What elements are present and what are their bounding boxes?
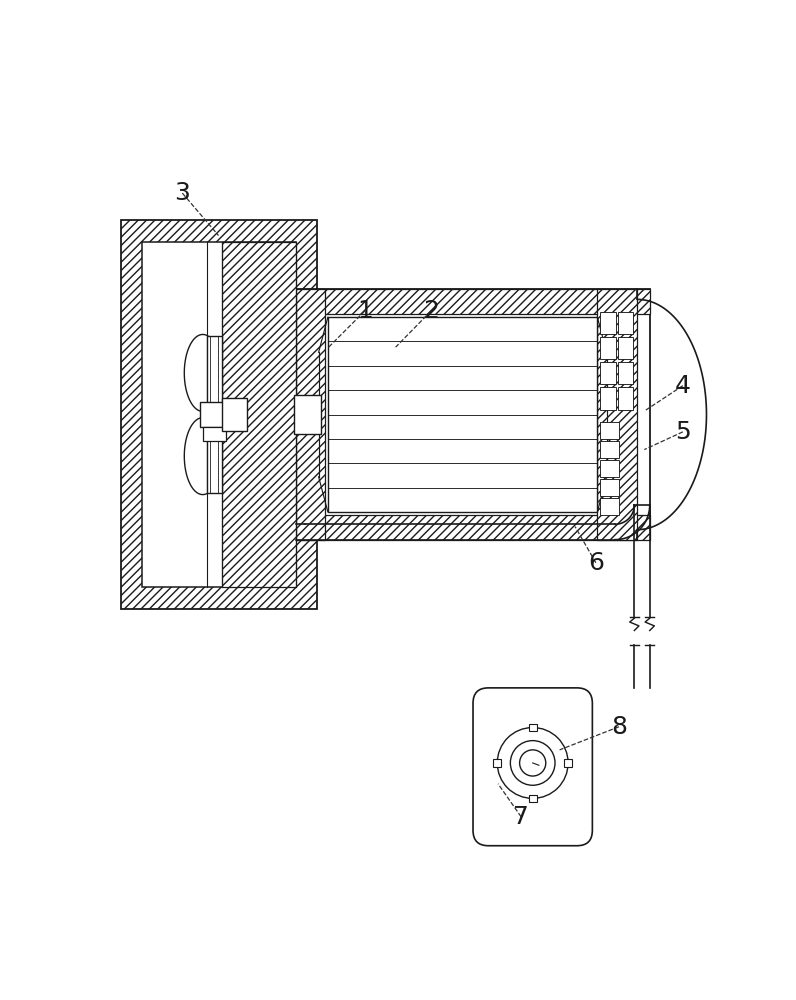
Bar bbox=[294, 395, 321, 434]
Bar bbox=[295, 289, 650, 314]
Text: 8: 8 bbox=[611, 715, 627, 739]
Text: 1: 1 bbox=[357, 299, 373, 323]
Bar bbox=[222, 398, 247, 431]
Bar bbox=[600, 422, 619, 439]
FancyBboxPatch shape bbox=[473, 688, 592, 846]
Text: 2: 2 bbox=[423, 299, 439, 323]
Circle shape bbox=[520, 750, 546, 776]
Bar bbox=[597, 289, 638, 540]
Bar bbox=[618, 362, 633, 384]
Bar bbox=[618, 337, 633, 359]
Bar bbox=[600, 479, 619, 496]
Circle shape bbox=[498, 728, 568, 798]
Bar bbox=[600, 498, 619, 515]
Bar bbox=[600, 387, 615, 410]
Circle shape bbox=[510, 741, 555, 785]
Bar bbox=[600, 441, 619, 458]
Bar bbox=[142, 242, 295, 587]
Bar bbox=[200, 402, 229, 427]
Bar bbox=[207, 336, 222, 493]
Text: 7: 7 bbox=[513, 805, 529, 829]
Bar bbox=[203, 427, 226, 441]
Bar bbox=[529, 795, 537, 802]
Bar bbox=[564, 759, 572, 767]
Bar bbox=[618, 387, 633, 410]
Bar bbox=[600, 312, 615, 334]
Bar bbox=[618, 312, 633, 334]
Bar bbox=[328, 317, 597, 512]
Bar bbox=[600, 460, 619, 477]
Bar bbox=[295, 515, 650, 540]
Bar bbox=[295, 289, 650, 540]
Bar bbox=[222, 242, 295, 587]
Bar bbox=[529, 724, 537, 731]
Bar bbox=[600, 362, 615, 384]
Text: 5: 5 bbox=[675, 420, 691, 444]
Bar bbox=[121, 220, 317, 609]
Text: 3: 3 bbox=[174, 181, 190, 205]
Bar bbox=[295, 289, 325, 540]
Text: 4: 4 bbox=[675, 374, 691, 398]
Bar bbox=[600, 337, 615, 359]
Bar bbox=[494, 759, 501, 767]
Text: 6: 6 bbox=[587, 551, 604, 575]
